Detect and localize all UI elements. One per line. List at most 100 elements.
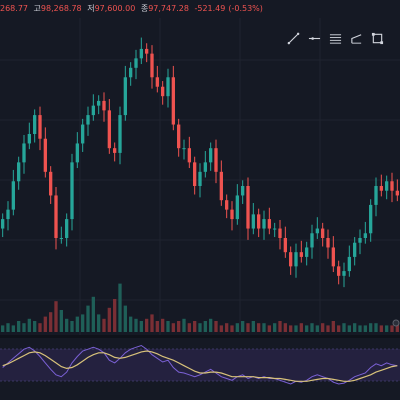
candle-body — [177, 124, 181, 149]
volume-bar — [187, 323, 191, 332]
volume-bar — [347, 325, 351, 332]
change-percent: (-0.53%) — [228, 4, 263, 13]
volume-bar — [38, 323, 42, 332]
volume-bar — [262, 323, 266, 332]
volume-bar — [326, 325, 330, 332]
oscillator-slow-line — [2, 350, 398, 382]
fib-retracement-tool[interactable] — [327, 30, 343, 46]
candle-body — [150, 53, 154, 78]
candle-body — [43, 138, 47, 172]
volume-bar — [315, 325, 319, 332]
volume-bar — [22, 323, 26, 332]
volume-bar — [278, 321, 282, 332]
candle-body — [241, 186, 245, 196]
volume-scale-handle[interactable] — [392, 319, 400, 327]
candle-body — [267, 219, 271, 229]
volume-bar — [395, 323, 399, 332]
volume-bar — [166, 321, 170, 332]
candle-body — [54, 195, 58, 238]
volume-bar — [390, 325, 394, 332]
candle-body — [70, 162, 74, 220]
candle-body — [379, 186, 383, 191]
volume-bar — [182, 318, 186, 332]
volume-bar — [305, 325, 309, 332]
candle-body — [38, 115, 42, 139]
candle-body — [182, 148, 186, 150]
volume-bar — [251, 321, 255, 332]
candle-body — [347, 256, 351, 272]
candle-body — [219, 171, 223, 201]
volume-bar — [209, 318, 213, 332]
candle-body — [65, 219, 69, 238]
trend-line-tool[interactable] — [285, 30, 301, 46]
candle-body — [331, 247, 335, 267]
candle-body — [49, 171, 53, 196]
volume-bar — [294, 325, 298, 332]
volume-bar — [219, 325, 223, 332]
volume-bar — [49, 312, 53, 332]
candle-body — [230, 209, 234, 220]
ohlc-legend: 268.77 고98,268.78 저97,600.00 종97,747.28 … — [0, 0, 400, 18]
candle-body — [118, 115, 122, 153]
candle-body — [22, 143, 26, 163]
change-value: -521.49 — [194, 4, 226, 13]
pane-separator[interactable] — [0, 335, 400, 338]
candle-body — [225, 200, 229, 210]
candle-body — [155, 77, 159, 87]
candle-body — [337, 266, 341, 276]
high-label: 고 — [33, 4, 41, 13]
volume-bar — [139, 321, 143, 332]
candle-body — [193, 162, 197, 186]
volume-bar — [342, 323, 346, 332]
close-label: 종 — [140, 4, 149, 13]
candle-body — [235, 195, 239, 220]
horizontal-ray-tool[interactable] — [306, 30, 322, 46]
rectangle-tool[interactable] — [369, 30, 385, 46]
volume-bar — [379, 325, 383, 332]
candle-body — [374, 186, 378, 205]
candle-body — [75, 143, 79, 163]
volume-bar — [155, 321, 159, 332]
candle-body — [321, 228, 325, 238]
candle-body — [257, 214, 261, 229]
volume-bar — [97, 314, 101, 332]
candle-body — [363, 233, 367, 238]
volume-bar — [235, 323, 239, 332]
volume-bar — [299, 323, 303, 332]
candle-body — [81, 124, 85, 144]
volume-bar — [193, 321, 197, 332]
volume-bar — [17, 321, 21, 332]
candle-body — [198, 171, 202, 186]
candle-body — [166, 77, 170, 97]
volume-bar — [214, 321, 218, 332]
brush-tool[interactable] — [348, 30, 364, 46]
volume-bar — [374, 323, 378, 332]
volume-bar — [134, 318, 138, 332]
candle-body — [17, 162, 21, 182]
volume-bar — [283, 323, 287, 332]
candle-body — [390, 181, 394, 191]
candle-body — [209, 148, 213, 163]
volume-bar — [267, 325, 271, 332]
volume-bar — [203, 321, 207, 332]
candle-body — [310, 233, 314, 248]
volume-bar — [113, 299, 117, 332]
volume-bar — [129, 316, 133, 332]
drawing-toolbar — [285, 30, 385, 48]
candle-body — [278, 228, 282, 238]
candle-body — [129, 67, 133, 78]
volume-bar — [107, 307, 111, 332]
low-label: 저 — [87, 4, 95, 13]
oscillator-fast-line — [2, 344, 398, 385]
volume-bar — [150, 314, 154, 332]
candle-body — [246, 186, 250, 229]
volume-bar — [43, 316, 47, 332]
candle-body — [145, 48, 149, 54]
candle-body — [251, 214, 255, 229]
candle-body — [305, 247, 309, 257]
candle-body — [102, 100, 106, 111]
volume-bar — [257, 323, 261, 332]
volume-bar — [230, 325, 234, 332]
